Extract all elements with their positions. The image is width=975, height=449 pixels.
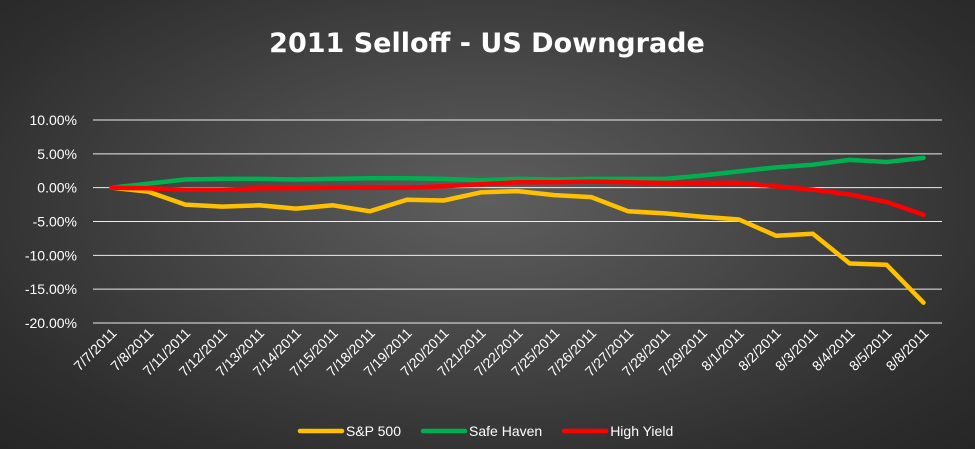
legend-label: High Yield (610, 423, 673, 439)
y-tick-label: 10.00% (30, 112, 77, 128)
series-line-s-p-500 (109, 185, 926, 305)
gridlines (93, 119, 942, 324)
y-tick-label: -10.00% (25, 247, 77, 263)
series-line-safe-haven (109, 155, 926, 190)
series-lines (109, 155, 926, 305)
legend-label: Safe Haven (469, 423, 542, 439)
series-line-high-yield (109, 179, 926, 217)
y-tick-label: -20.00% (25, 315, 77, 331)
legend-label: S&P 500 (346, 423, 401, 439)
chart-title: 2011 Selloff - US Downgrade (269, 28, 705, 59)
y-tick-label: -5.00% (33, 214, 77, 230)
x-axis-ticks: 7/7/20117/8/20117/11/20117/12/20117/13/2… (70, 325, 931, 380)
y-tick-label: 5.00% (37, 146, 77, 162)
y-tick-label: 0.00% (37, 180, 77, 196)
y-tick-label: -15.00% (25, 281, 77, 297)
y-axis-ticks: 10.00% 5.00% 0.00% -5.00% -10.00% -15.00% -20.… (25, 112, 77, 331)
legend: S&P 500 Safe Haven High Yield (297, 423, 673, 439)
